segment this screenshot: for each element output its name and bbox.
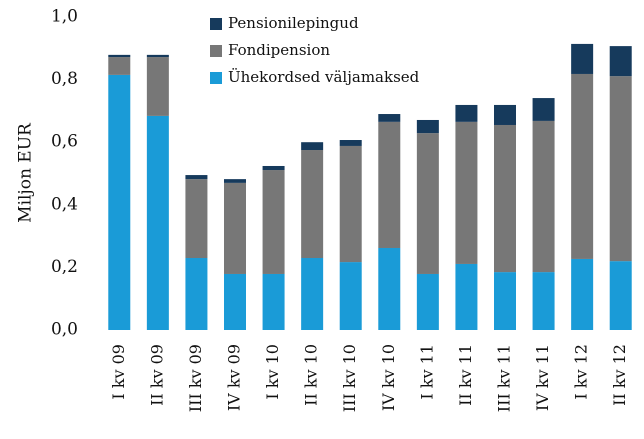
bar-segment [378,247,401,330]
bar-segment [262,273,285,330]
bar-segment [378,121,401,248]
bar-segment [301,258,324,330]
y-tick-label: 0,4 [51,194,78,214]
bar-segment [494,104,516,125]
legend-label: Ühekordsed väljamaksed [228,68,420,86]
bar-segment [185,175,208,180]
bar-segment [494,124,516,273]
y-tick-label: 0,2 [51,257,78,277]
bar-segment [455,263,478,330]
bar-segment [416,119,439,134]
bar-segment [108,74,131,330]
y-tick-label: 0,6 [51,132,78,152]
bar-segment [224,273,246,330]
x-tick-label: IV kv 10 [379,344,398,411]
bar-segment [108,54,131,58]
x-tick-label: III kv 11 [495,344,514,412]
bar-segment [262,170,285,274]
bar-segment [571,73,594,259]
bar-segment [262,165,285,171]
legend-swatch [210,45,222,57]
bar-segment [146,115,169,331]
bar-segment [146,57,169,116]
legend-label: Fondipension [228,41,330,59]
bar-segment [571,258,594,330]
bar-segment [532,120,555,273]
x-tick-label: I kv 10 [263,344,282,400]
bar-segment [185,258,208,330]
bar-segment [224,179,246,183]
bar-segment [609,261,632,330]
bar-segment [339,262,362,330]
x-tick-label: I kv 09 [109,344,128,400]
legend-swatch [210,72,222,84]
bar-segment [609,46,632,77]
y-tick-label: 0,0 [51,320,78,340]
x-tick-label: II kv 12 [610,344,629,406]
x-tick-label: IV kv 11 [533,344,552,411]
bar-segment [416,273,439,330]
x-tick-label: I kv 12 [572,344,591,400]
bar-segment [301,142,324,151]
legend-label: Pensionilepingud [228,14,359,32]
x-tick-label: II kv 10 [302,344,321,406]
x-tick-label: III kv 09 [186,344,205,412]
bar-segment [224,182,246,274]
bar-segment [108,57,131,75]
x-tick-label: IV kv 09 [225,344,244,411]
bar-segment [416,133,439,274]
bar-segment [185,179,208,259]
bar-segment [301,150,324,259]
y-tick-label: 0,8 [51,69,78,89]
legend-swatch [210,18,222,30]
x-tick-label: I kv 11 [417,344,436,400]
bar-segment [532,98,555,121]
bar-segment [455,121,478,264]
bar-segment [146,54,169,58]
bar-segment [532,272,555,330]
y-tick-label: 1,0 [51,7,78,27]
bar-segment [378,114,401,122]
bar-segment [609,76,632,262]
bar-segment [494,272,516,330]
y-axis-title: Miljon EUR [16,122,36,223]
x-tick-label: II kv 09 [147,344,166,406]
bar-segment [455,104,478,122]
bar-segment [571,43,594,74]
bar-segment [339,145,362,263]
bar-segment [339,140,362,146]
x-tick-label: III kv 10 [340,344,359,412]
x-tick-label: II kv 11 [456,344,475,406]
